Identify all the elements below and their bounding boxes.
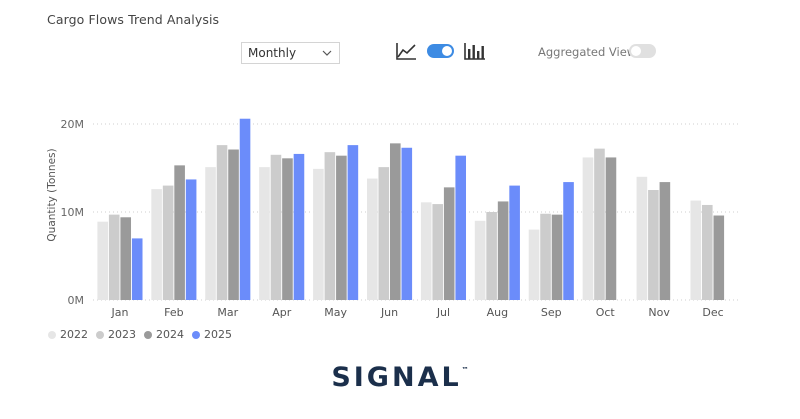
- bar-2024-mar: [228, 149, 239, 300]
- legend-swatch: [96, 330, 104, 339]
- x-tick-label: Dec: [702, 306, 723, 319]
- bar-2023-nov: [648, 190, 659, 300]
- line-chart-icon[interactable]: [395, 41, 417, 61]
- legend-swatch: [48, 330, 56, 339]
- chart-legend: 2022 2023 2024 2025: [48, 328, 232, 341]
- bar-2025-jul: [455, 155, 467, 300]
- legend-label: 2022: [60, 328, 88, 341]
- aggregated-view-toggle[interactable]: [629, 44, 656, 58]
- bar-2023-apr: [270, 154, 282, 300]
- x-tick-label: Oct: [596, 306, 616, 319]
- y-tick-label: 20M: [61, 118, 85, 131]
- legend-label: 2025: [204, 328, 232, 341]
- bar-2022-nov: [636, 176, 648, 300]
- x-tick-label: Jul: [436, 306, 450, 319]
- bar-2022-feb: [151, 189, 162, 300]
- aggregated-view-label: Aggregated View: [538, 45, 637, 59]
- bar-2022-may: [313, 168, 324, 300]
- bar-2024-nov: [659, 182, 671, 300]
- bar-2024-dec: [713, 215, 725, 300]
- bar-2023-feb: [162, 185, 174, 300]
- trademark-mark: ™: [461, 366, 469, 374]
- x-tick-label: Mar: [217, 306, 238, 319]
- signal-logo: SIGNAL™: [0, 362, 800, 393]
- chart-title: Cargo Flows Trend Analysis: [47, 12, 220, 27]
- granularity-dropdown[interactable]: Monthly: [241, 42, 340, 64]
- bar-2023-jul: [432, 204, 444, 300]
- bar-2025-sep: [563, 182, 574, 300]
- x-tick-label: Nov: [648, 306, 670, 319]
- bar-2022-dec: [690, 200, 702, 300]
- y-axis-label: Quantity (Tonnes): [46, 148, 58, 241]
- bar-2024-jun: [389, 143, 401, 300]
- bar-chart-icon[interactable]: [464, 41, 486, 61]
- bar-2023-jun: [378, 167, 390, 300]
- bar-2022-apr: [259, 167, 270, 300]
- bar-2025-mar: [239, 118, 251, 300]
- chart-type-toggle[interactable]: [427, 44, 454, 58]
- legend-label: 2023: [108, 328, 136, 341]
- bar-2024-oct: [605, 157, 617, 300]
- x-tick-label: Jan: [110, 306, 128, 319]
- bar-2025-jan: [131, 238, 143, 300]
- legend-item-2022[interactable]: 2022: [48, 328, 88, 341]
- bar-2025-aug: [509, 185, 520, 300]
- x-tick-label: Jun: [380, 306, 398, 319]
- bar-2022-oct: [582, 157, 594, 300]
- legend-item-2025[interactable]: 2025: [192, 328, 232, 341]
- bar-2024-may: [336, 155, 347, 300]
- bar-2025-jun: [401, 147, 413, 300]
- x-tick-label: Apr: [272, 306, 292, 319]
- bar-2022-aug: [474, 220, 486, 300]
- bar-2024-jul: [443, 187, 455, 300]
- x-tick-label: Sep: [541, 306, 562, 319]
- bar-2024-aug: [497, 201, 509, 300]
- bar-2022-jan: [97, 221, 109, 300]
- bar-2023-sep: [540, 213, 551, 300]
- y-tick-label: 0M: [68, 294, 85, 307]
- bar-2023-mar: [216, 145, 228, 300]
- x-tick-label: Aug: [487, 306, 508, 319]
- bar-2022-mar: [205, 167, 216, 300]
- bar-2023-aug: [486, 212, 497, 300]
- bar-chart: 0M 10M 20M Quantity (Tonnes) Jan Feb Mar Apr May…: [46, 118, 740, 319]
- legend-label: 2024: [156, 328, 184, 341]
- bar-2024-feb: [174, 165, 185, 300]
- toggle-knob: [631, 46, 641, 56]
- bar-2025-apr: [293, 153, 305, 300]
- bar-2022-sep: [528, 229, 540, 300]
- y-tick-label: 10M: [61, 206, 85, 219]
- bar-2023-jan: [108, 214, 120, 300]
- bar-2023-may: [324, 152, 336, 300]
- legend-item-2023[interactable]: 2023: [96, 328, 136, 341]
- bar-2024-sep: [551, 214, 563, 300]
- granularity-value: Monthly: [248, 46, 297, 60]
- legend-swatch: [144, 330, 152, 339]
- bar-2025-may: [347, 145, 359, 300]
- brand-name: SIGNAL: [331, 362, 462, 393]
- bar-2023-oct: [594, 148, 605, 300]
- bar-2022-jul: [420, 202, 432, 300]
- bar-2024-apr: [282, 158, 293, 300]
- toggle-knob: [442, 46, 452, 56]
- legend-item-2024[interactable]: 2024: [144, 328, 184, 341]
- bar-2023-dec: [701, 204, 713, 300]
- x-tick-label: May: [324, 306, 347, 319]
- x-tick-label: Feb: [164, 306, 183, 319]
- bar-2025-feb: [185, 179, 197, 300]
- chevron-down-icon: [322, 50, 332, 56]
- bar-2022-jun: [366, 178, 378, 300]
- bar-2024-jan: [120, 217, 132, 300]
- legend-swatch: [192, 330, 200, 339]
